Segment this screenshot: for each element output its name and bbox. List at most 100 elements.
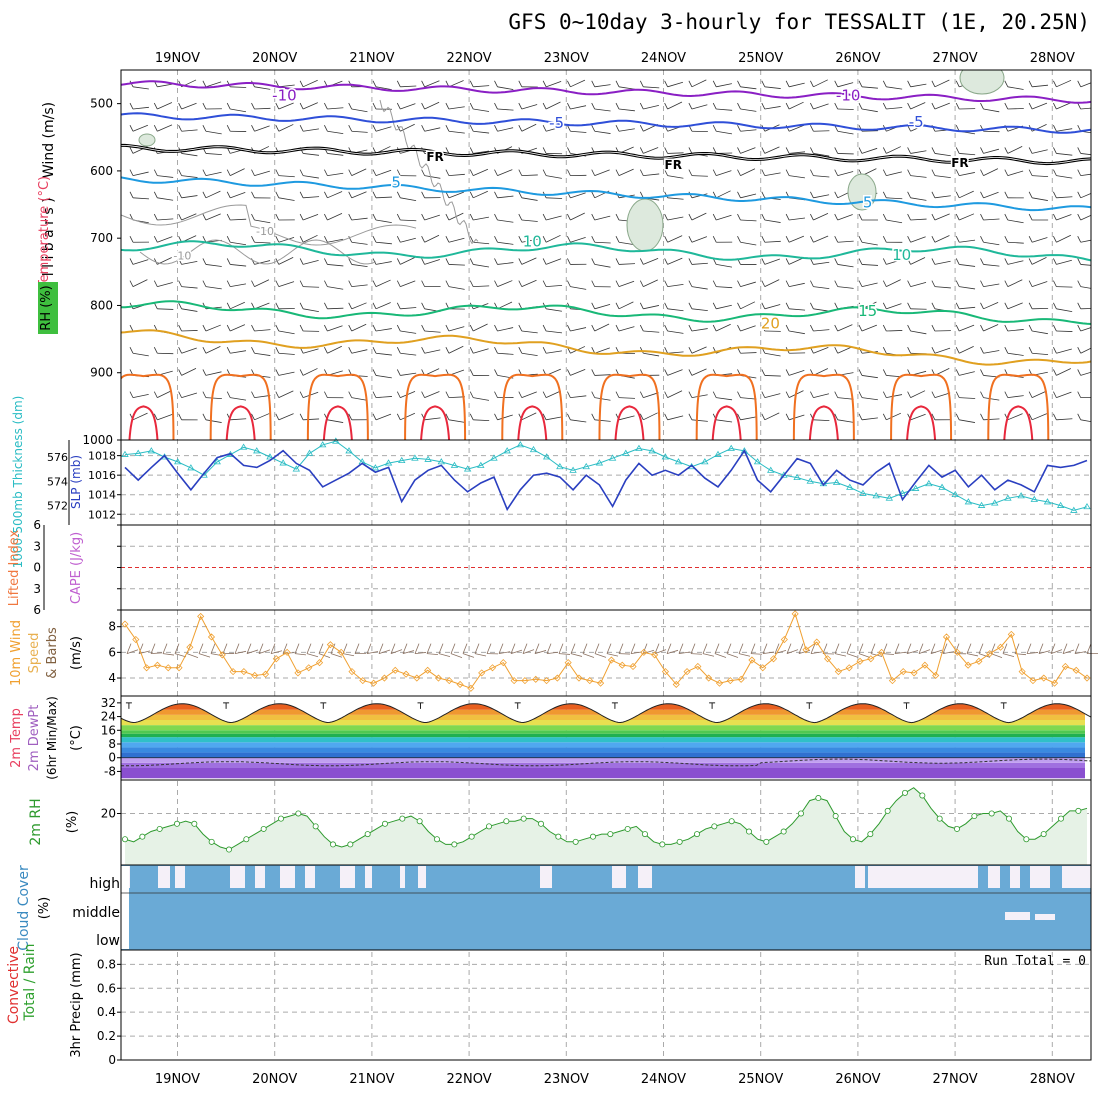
wind-barb-flag	[299, 169, 304, 176]
wind-barb-flag	[834, 413, 839, 420]
rh2m-point	[277, 815, 284, 822]
rh2m-point	[884, 807, 891, 814]
wind10-barb-flag	[1074, 643, 1080, 654]
wind-barb	[886, 279, 901, 287]
wind-barb	[643, 305, 660, 310]
wind-barb	[764, 375, 781, 377]
wind10-barb-flag	[666, 643, 672, 654]
wind-barb	[716, 108, 733, 111]
wind-barb	[1007, 302, 1023, 310]
wind-barb-flag	[129, 347, 134, 354]
axes-labels: 19NOV19NOV20NOV20NOV21NOV21NOV22NOV22NOV…	[6, 51, 1086, 1087]
y-tick-label: 0	[33, 561, 41, 575]
wind10-barb	[318, 653, 331, 658]
wind-barb	[1056, 308, 1073, 312]
wind-barb	[594, 169, 610, 176]
wind-barb	[594, 130, 611, 134]
wind10-point	[629, 662, 637, 671]
wind-barb	[521, 330, 538, 334]
wind-barb-flag	[421, 280, 425, 287]
wind10-point	[888, 677, 897, 685]
wind-barb-flag	[834, 102, 839, 110]
wind-barb-flag	[299, 369, 304, 376]
wind-barb	[254, 170, 270, 177]
wind-barb	[643, 86, 660, 89]
wind-barb	[740, 281, 756, 288]
wind10-point	[1051, 679, 1059, 687]
wind-barb-flag	[664, 169, 668, 176]
wind10-barb	[666, 649, 679, 655]
wind-barb	[910, 175, 927, 178]
wind-barb	[400, 307, 417, 310]
wind-barb	[570, 286, 587, 290]
isotherm-30-lobe	[420, 405, 451, 440]
wind-barb-flag	[955, 169, 960, 176]
wind-barb-flag	[980, 213, 984, 221]
wind-barb	[643, 352, 660, 357]
wind10-point	[272, 655, 280, 663]
wind10-barb-flag	[138, 643, 144, 654]
wind10-barb-flag	[318, 643, 324, 654]
wind-barb	[302, 102, 318, 110]
rh2m-point	[538, 820, 545, 827]
wind-barb-flag	[348, 347, 353, 354]
wind-barb-flag	[251, 324, 255, 332]
wind-barb-flag	[737, 302, 741, 309]
wind10-barb	[150, 652, 163, 655]
wind-barb	[983, 324, 999, 332]
wind-barb-flag	[178, 369, 182, 376]
wind-barb	[837, 397, 854, 400]
wind-barb-flag	[1077, 391, 1082, 398]
wind-barb-flag	[664, 236, 668, 243]
wind-barb-flag	[931, 213, 936, 221]
wind-barb	[667, 197, 684, 200]
wind-barb	[667, 369, 683, 376]
thickness-point	[529, 445, 538, 453]
wind-barb-flag	[737, 169, 741, 176]
rh2m-point	[711, 823, 718, 830]
wind10-point	[910, 669, 918, 677]
isotherm-25-lobe	[306, 373, 369, 440]
wind-barb-flag	[907, 191, 911, 198]
wind-barb	[327, 286, 344, 290]
wind-barb-flag	[226, 213, 231, 221]
wind-barb-flag	[1053, 125, 1057, 132]
wind-barb-flag	[421, 191, 425, 198]
wind-barb-flag	[494, 191, 498, 198]
wind10-point	[737, 675, 745, 683]
wind-barb-flag	[761, 391, 766, 398]
thickness-point	[279, 459, 287, 466]
y-tick-label: 700	[90, 231, 113, 245]
wind10-barb	[702, 653, 715, 657]
wind-barb-flag	[761, 191, 766, 198]
wind10-barb-flag	[1062, 643, 1068, 654]
wind-barb-flag	[567, 280, 571, 287]
wind-barb-flag	[858, 324, 863, 332]
precip-convective-label: Convective	[6, 946, 22, 1024]
wind-barb	[351, 241, 368, 245]
wind-barb-flag	[737, 391, 741, 398]
wind-barb-flag	[907, 324, 911, 332]
wind10-barb-flag	[222, 643, 228, 654]
wind-barb-flag	[810, 236, 814, 243]
wind-barb	[400, 330, 417, 334]
wind-barb	[327, 264, 344, 267]
wind10-barb	[342, 653, 355, 657]
contour-label: -5	[909, 113, 924, 131]
wind-barb-flag	[251, 347, 255, 354]
wind-barb	[691, 212, 707, 221]
wind-barb	[1056, 259, 1072, 265]
wind-barb	[1056, 330, 1073, 332]
wind-barb-flag	[275, 391, 280, 398]
wind-barb	[570, 327, 587, 332]
temperature-axis-label: Temperature (°C)	[37, 176, 52, 289]
wind-barb	[448, 264, 465, 266]
wind-barb	[473, 264, 490, 268]
wind-axis-label: Wind (m/s)	[41, 102, 57, 178]
wind-barb-flag	[469, 169, 474, 176]
wind-barb	[813, 329, 830, 332]
wind-barb-flag	[469, 191, 474, 198]
wind-barb-flag	[324, 302, 328, 309]
wind10-point	[370, 679, 378, 687]
wind-barb	[716, 130, 733, 135]
